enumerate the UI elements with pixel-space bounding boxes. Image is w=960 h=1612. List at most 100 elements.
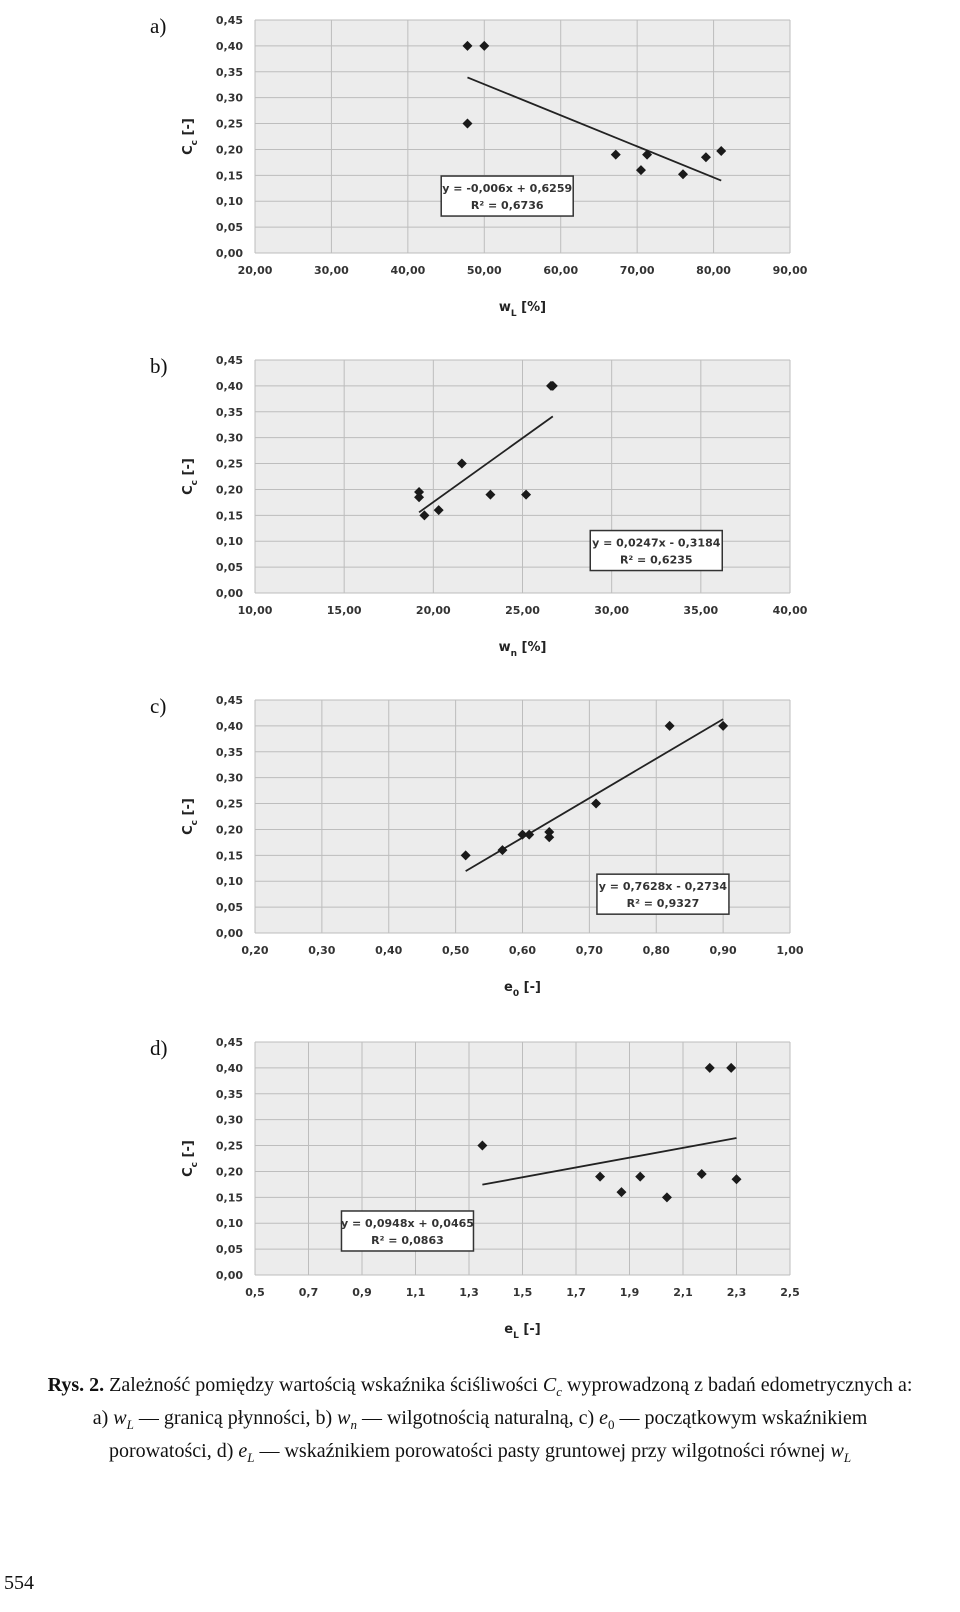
caption-text: wyprowadzoną z badań edometrycznych a: a…: [92, 1374, 913, 1429]
x-axis-label: wL [%]: [499, 300, 546, 319]
equation-box: [440, 175, 574, 217]
data-point: [696, 1169, 707, 1180]
chart-panel-4: d) 0,5 0,7 0,9 1,1 1,3 1,5 1,7 1,9 2,1 2,3 2,5 0,00 0…: [150, 1030, 840, 1370]
data-point: [485, 489, 496, 500]
r-squared: R² = 0,6235: [620, 554, 693, 567]
data-point: [462, 40, 473, 51]
x-axis-label: wn [%]: [499, 640, 547, 659]
y-tick-label: 0,40: [216, 1062, 243, 1075]
data-point: [726, 1062, 737, 1073]
caption-text: — wilgotnością naturalną, c): [356, 1407, 600, 1429]
y-tick-label: 0,30: [216, 432, 243, 445]
data-point: [661, 1192, 672, 1203]
x-tick-label: 15,00: [327, 604, 362, 617]
panel-label: d): [150, 1036, 168, 1060]
caption-var: e: [599, 1407, 609, 1429]
x-tick-label: 0,50: [442, 944, 469, 957]
x-tick-label: 90,00: [773, 264, 808, 277]
y-tick-label: 0,25: [216, 1140, 243, 1153]
y-tick-label: 0,30: [216, 772, 243, 785]
data-point: [462, 118, 473, 129]
page-number: 554: [4, 1572, 34, 1594]
data-point: [547, 380, 558, 391]
x-tick-label: 2,3: [727, 1286, 747, 1299]
data-point: [616, 1187, 627, 1198]
caption-text: — granicą płynności, b): [133, 1407, 338, 1429]
data-point: [731, 1174, 742, 1185]
r-squared: R² = 0,9327: [627, 897, 700, 910]
data-point: [544, 832, 555, 843]
y-tick-label: 0,35: [216, 406, 243, 419]
x-tick-label: 0,80: [643, 944, 670, 957]
caption-var: e: [238, 1440, 248, 1462]
caption-text: — początkowym wskaźnikiem porowatości, d…: [108, 1407, 868, 1462]
y-tick-label: 0,20: [216, 823, 243, 836]
caption-var: C: [542, 1374, 557, 1396]
data-point: [414, 487, 425, 498]
equation-box: [596, 873, 730, 915]
x-tick-label: 0,7: [299, 1286, 319, 1299]
y-tick-label: 0,20: [216, 1165, 243, 1178]
y-tick-label: 0,45: [216, 694, 243, 707]
trendline: [482, 1137, 737, 1186]
equation-box: [589, 529, 723, 572]
data-point: [456, 458, 467, 469]
x-tick-label: 1,9: [620, 1286, 640, 1299]
y-tick-label: 0,10: [216, 875, 243, 888]
data-point: [521, 489, 532, 500]
caption-text: Zależność pomiędzy wartością wskaźnika ś…: [104, 1374, 543, 1396]
y-tick-label: 0,00: [216, 1269, 243, 1282]
plot-area: [255, 20, 790, 253]
x-tick-label: 0,60: [509, 944, 536, 957]
y-tick-label: 0,35: [216, 1088, 243, 1101]
data-point: [635, 1171, 646, 1182]
x-tick-label: 2,5: [780, 1286, 800, 1299]
y-tick-label: 0,15: [216, 1191, 243, 1204]
data-point: [595, 1171, 606, 1182]
trend-equation: y = 0,7628x - 0,2734: [599, 880, 728, 893]
x-tick-label: 30,00: [594, 604, 629, 617]
caption-sub: L: [126, 1417, 134, 1432]
y-tick-label: 0,05: [216, 901, 243, 914]
y-tick-label: 0,15: [216, 849, 243, 862]
x-tick-label: 60,00: [543, 264, 578, 277]
data-point: [704, 1062, 715, 1073]
figure-caption: Rys. 2. Zależność pomiędzy wartością wsk…: [40, 1372, 920, 1471]
data-point: [718, 720, 729, 731]
equation-box: [340, 1210, 475, 1252]
x-tick-label: 20,00: [238, 264, 273, 277]
data-point: [497, 845, 508, 856]
y-tick-label: 0,40: [216, 40, 243, 53]
x-tick-label: 20,00: [416, 604, 451, 617]
x-tick-label: 0,20: [241, 944, 268, 957]
scatter-chart: 0,5 0,7 0,9 1,1 1,3 1,5 1,7 1,9 2,1 2,3 2,5 0,00 0,0…: [181, 1036, 800, 1341]
x-tick-label: 40,00: [773, 604, 808, 617]
y-tick-label: 0,40: [216, 380, 243, 393]
y-tick-label: 0,15: [216, 169, 243, 182]
trend-equation: y = 0,0247x - 0,3184: [592, 537, 721, 550]
y-tick-label: 0,05: [216, 1243, 243, 1256]
data-point: [460, 850, 471, 861]
data-point: [524, 829, 535, 840]
y-tick-label: 0,25: [216, 458, 243, 471]
panel-label: b): [150, 354, 168, 378]
data-point: [610, 149, 621, 160]
data-point: [433, 505, 444, 516]
data-point: [716, 145, 727, 156]
caption-sub: c: [556, 1384, 562, 1399]
caption-var: w: [830, 1440, 844, 1462]
x-tick-label: 30,00: [314, 264, 349, 277]
x-tick-label: 25,00: [505, 604, 540, 617]
x-tick-label: 0,90: [710, 944, 737, 957]
y-tick-label: 0,45: [216, 354, 243, 367]
data-point: [477, 1140, 488, 1151]
y-tick-label: 0,05: [216, 221, 243, 234]
data-point: [414, 492, 425, 503]
trend-equation: y = 0,0948x + 0,0465: [341, 1217, 474, 1230]
caption-sub: n: [350, 1417, 357, 1432]
x-tick-label: 80,00: [696, 264, 731, 277]
data-point: [544, 827, 555, 838]
x-tick-label: 2,1: [673, 1286, 693, 1299]
y-tick-label: 0,35: [216, 66, 243, 79]
x-tick-label: 40,00: [390, 264, 425, 277]
